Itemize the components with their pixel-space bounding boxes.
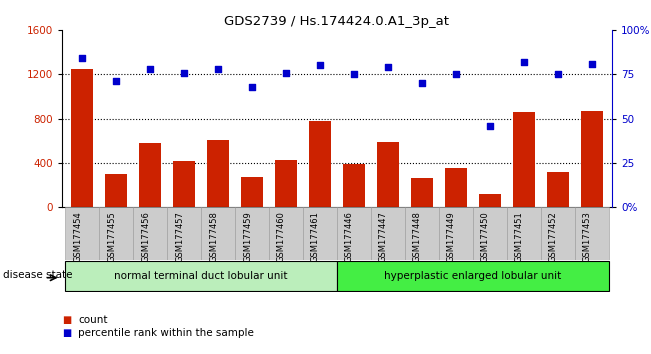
Point xyxy=(417,80,427,86)
Point xyxy=(587,61,597,67)
Text: GSM177451: GSM177451 xyxy=(515,211,523,262)
Point xyxy=(383,64,393,70)
Bar xyxy=(241,177,263,207)
Bar xyxy=(575,207,609,260)
Text: GSM177458: GSM177458 xyxy=(209,211,218,262)
Text: normal terminal duct lobular unit: normal terminal duct lobular unit xyxy=(115,271,288,281)
Bar xyxy=(99,207,133,260)
Bar xyxy=(405,207,439,260)
Point xyxy=(450,72,461,77)
Text: disease state: disease state xyxy=(3,269,73,280)
Text: GSM177450: GSM177450 xyxy=(480,211,490,262)
Text: GSM177449: GSM177449 xyxy=(447,211,456,262)
Point xyxy=(213,66,223,72)
Bar xyxy=(473,207,506,260)
Bar xyxy=(207,139,229,207)
Bar xyxy=(201,207,235,260)
Text: ■: ■ xyxy=(62,328,71,338)
Text: GSM177460: GSM177460 xyxy=(277,211,286,262)
Text: hyperplastic enlarged lobular unit: hyperplastic enlarged lobular unit xyxy=(384,271,561,281)
Text: GSM177461: GSM177461 xyxy=(311,211,320,262)
Bar xyxy=(512,112,534,207)
Point xyxy=(111,79,121,84)
Bar xyxy=(343,164,365,207)
Bar xyxy=(173,161,195,207)
Bar xyxy=(377,142,399,207)
Bar xyxy=(411,178,433,207)
Bar xyxy=(167,207,201,260)
Point xyxy=(247,84,257,90)
Point xyxy=(349,72,359,77)
Bar xyxy=(275,160,297,207)
Bar xyxy=(337,207,371,260)
Text: GSM177454: GSM177454 xyxy=(73,211,82,262)
Point xyxy=(77,56,87,61)
Bar xyxy=(105,174,127,207)
Bar xyxy=(540,207,575,260)
Bar xyxy=(371,207,405,260)
Bar xyxy=(506,207,540,260)
Point xyxy=(314,63,325,68)
Text: GSM177446: GSM177446 xyxy=(345,211,354,262)
Bar xyxy=(478,194,501,207)
Bar xyxy=(139,143,161,207)
Bar xyxy=(65,261,337,291)
Text: GSM177447: GSM177447 xyxy=(379,211,388,262)
Text: ■: ■ xyxy=(62,315,71,325)
Title: GDS2739 / Hs.174424.0.A1_3p_at: GDS2739 / Hs.174424.0.A1_3p_at xyxy=(225,15,449,28)
Bar xyxy=(65,207,99,260)
Bar xyxy=(309,121,331,207)
Text: GSM177453: GSM177453 xyxy=(583,211,592,262)
Bar xyxy=(71,69,93,207)
Point xyxy=(281,70,291,75)
Point xyxy=(553,72,563,77)
Text: count: count xyxy=(78,315,107,325)
Point xyxy=(518,59,529,65)
Text: GSM177452: GSM177452 xyxy=(549,211,558,262)
Bar xyxy=(581,111,603,207)
Text: GSM177455: GSM177455 xyxy=(107,211,116,262)
Bar xyxy=(303,207,337,260)
Point xyxy=(145,66,156,72)
Bar xyxy=(439,207,473,260)
Bar xyxy=(445,169,467,207)
Bar xyxy=(235,207,269,260)
Point xyxy=(179,70,189,75)
Bar xyxy=(133,207,167,260)
Text: GSM177456: GSM177456 xyxy=(141,211,150,262)
Text: percentile rank within the sample: percentile rank within the sample xyxy=(78,328,254,338)
Text: GSM177448: GSM177448 xyxy=(413,211,422,262)
Bar xyxy=(547,172,568,207)
Bar xyxy=(337,261,609,291)
Point xyxy=(484,123,495,129)
Bar xyxy=(269,207,303,260)
Text: GSM177459: GSM177459 xyxy=(243,211,252,262)
Text: GSM177457: GSM177457 xyxy=(175,211,184,262)
